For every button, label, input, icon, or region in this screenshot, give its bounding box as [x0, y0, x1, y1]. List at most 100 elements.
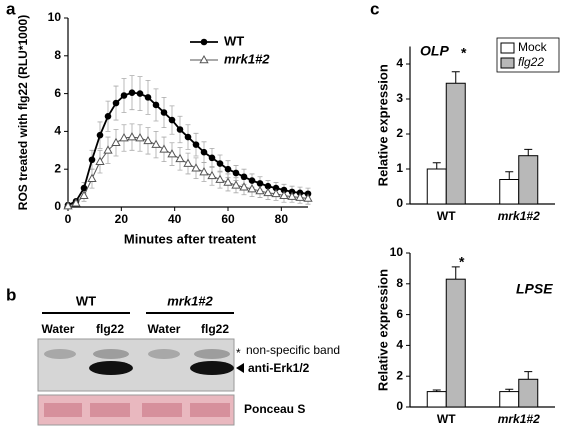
marker: [240, 173, 248, 181]
marker: [183, 158, 193, 167]
y-tick-label: 4: [396, 338, 403, 352]
bar: [499, 179, 520, 205]
marker: [112, 99, 120, 107]
marker: [207, 170, 217, 180]
marker: [232, 169, 240, 177]
arrow: [236, 363, 244, 373]
x-tick-label: 60: [221, 212, 235, 226]
y-tick-label: 0: [54, 199, 61, 213]
band-label: anti-Erk1/2: [248, 361, 310, 375]
x-tick-label: WT: [437, 412, 456, 426]
error-bar: [524, 148, 533, 156]
y-axis-label: Relative expression: [375, 64, 390, 186]
annotation: OLP: [420, 43, 449, 59]
marker: [231, 180, 241, 189]
y-tick-label: 1: [396, 161, 403, 175]
y-tick-label: 8: [396, 276, 403, 290]
lane-label: Water: [42, 322, 75, 336]
y-tick-label: 4: [54, 124, 61, 138]
legend-marker: [200, 38, 208, 46]
star: *: [236, 346, 241, 360]
marker: [200, 148, 208, 156]
y-axis-label: ROS treated with flg22 (RLU*1000): [16, 15, 30, 210]
band-label: non-specific band: [246, 343, 340, 357]
marker: [80, 184, 88, 192]
x-tick-label: 20: [115, 212, 129, 226]
marker: [63, 201, 73, 210]
marker: [168, 116, 176, 124]
marker: [215, 174, 225, 183]
panel-label: b: [6, 285, 16, 304]
marker: [223, 177, 233, 186]
marker: [135, 132, 145, 142]
error-bar: [505, 171, 514, 180]
marker: [111, 137, 121, 147]
band: [148, 349, 180, 359]
marker: [151, 139, 161, 148]
lane-label: flg22: [201, 322, 229, 336]
y-tick-label: 4: [396, 56, 403, 70]
band: [44, 403, 82, 417]
y-axis-label: Relative expression: [375, 269, 390, 391]
annotation: LPSE: [516, 281, 553, 297]
band: [90, 403, 130, 417]
marker: [239, 182, 249, 191]
marker: [247, 184, 257, 193]
legend-label: mrk1#2: [224, 51, 270, 66]
marker: [104, 112, 112, 120]
marker: [160, 109, 168, 116]
legend-swatch: [500, 42, 515, 54]
group-label: WT: [76, 293, 96, 308]
y-tick-label: 2: [396, 368, 403, 382]
marker: [303, 193, 313, 202]
y-tick-label: 3: [396, 91, 403, 105]
marker: [263, 187, 273, 197]
marker: [144, 94, 152, 101]
x-tick-label: 80: [275, 212, 289, 226]
legend-label: WT: [224, 33, 244, 48]
marker: [280, 186, 288, 194]
y-tick-label: 6: [54, 86, 61, 100]
marker: [87, 173, 97, 182]
x-axis-label: Minutes after treatent: [124, 231, 257, 246]
marker: [271, 188, 281, 198]
error-bar: [432, 162, 441, 169]
y-tick-label: 10: [390, 245, 404, 259]
marker: [167, 149, 177, 158]
y-tick-label: 10: [48, 10, 62, 24]
marker: [175, 153, 185, 163]
marker: [176, 126, 184, 133]
marker: [120, 92, 128, 99]
lane-label: flg22: [96, 322, 124, 336]
marker: [143, 135, 153, 145]
legend-swatch: [500, 57, 515, 69]
marker: [248, 177, 256, 184]
x-tick-label: 40: [168, 212, 182, 226]
bar: [426, 168, 447, 205]
marker: [191, 163, 201, 172]
marker: [216, 160, 224, 167]
bar: [518, 378, 539, 408]
band-label: Ponceau S: [244, 402, 305, 416]
y-tick-label: 2: [396, 126, 403, 140]
marker: [264, 182, 272, 190]
x-tick-label: mrk1#2: [498, 412, 540, 426]
y-tick-label: 6: [396, 307, 403, 321]
y-tick-label: 8: [54, 48, 61, 62]
marker: [199, 167, 209, 176]
marker: [224, 165, 232, 173]
band: [190, 403, 230, 417]
marker: [152, 101, 160, 109]
x-tick-label: WT: [437, 209, 456, 223]
marker: [272, 184, 280, 192]
band: [44, 349, 76, 359]
marker: [192, 141, 200, 148]
x-tick-label: 0: [65, 212, 72, 226]
band: [190, 361, 234, 375]
marker: [208, 154, 216, 162]
marker: [88, 156, 96, 164]
error-bar: [524, 371, 533, 380]
y-tick-label: 2: [54, 161, 61, 175]
annotation: *: [461, 45, 467, 61]
